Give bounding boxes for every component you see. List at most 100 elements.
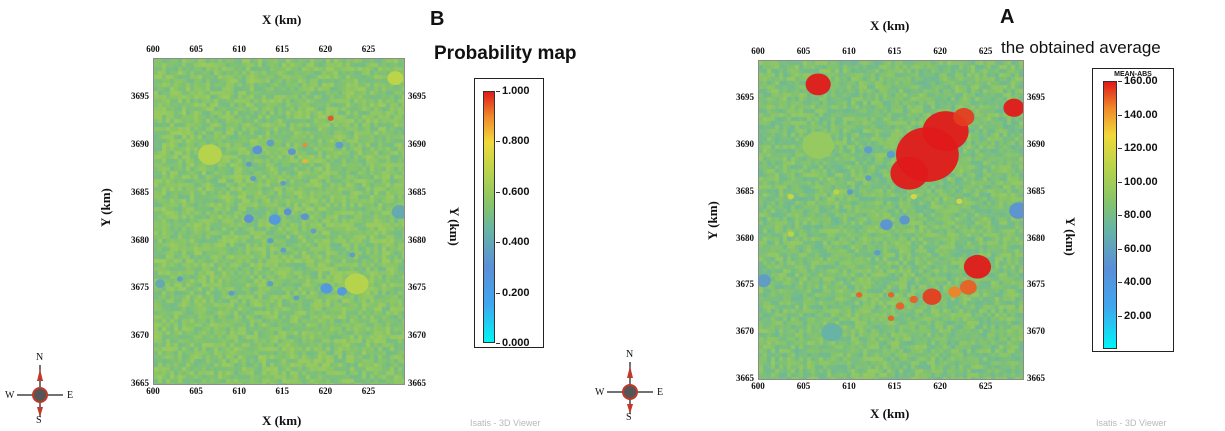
anomaly-patch — [287, 148, 296, 156]
compass-north: N — [36, 352, 44, 363]
anomaly-patch — [953, 108, 975, 127]
anomaly-patch — [963, 254, 992, 279]
anomaly-patch — [155, 279, 165, 288]
y-tick-label-right: 3670 — [1027, 326, 1045, 337]
compass-rose: N S E W — [595, 349, 665, 423]
colorbar-label: 0.600 — [502, 185, 530, 198]
colorbar-tick — [1118, 114, 1122, 116]
colorbar: 1.000 0.800 0.600 0.400 0.200 0.000 — [474, 78, 544, 349]
anomaly-patch — [198, 144, 222, 165]
x-tick-label-bottom: 625 — [361, 386, 376, 396]
x-tick-label-bottom: 615 — [275, 386, 290, 396]
y-tick-label-right: 3670 — [408, 330, 426, 341]
x-tick-label-top: 605 — [796, 46, 811, 56]
colorbar-label: 100.00 — [1124, 175, 1158, 188]
x-tick-label-top: 605 — [189, 44, 203, 54]
x-tick-label-bottom: 620 — [318, 386, 333, 396]
y-tick-label-right: 3690 — [408, 139, 426, 150]
colorbar-label: 0.400 — [502, 236, 530, 249]
colorbar-label: 160.00 — [1124, 75, 1158, 87]
anomaly-patch — [293, 295, 300, 301]
y-tick-label-left: 3670 — [131, 330, 149, 341]
compass-east: E — [67, 390, 74, 401]
anomaly-patch — [922, 288, 942, 305]
colorbar-label: 80.00 — [1124, 209, 1152, 221]
x-tick-label-top: 600 — [751, 46, 765, 56]
x-tick-label-top: 620 — [318, 44, 333, 54]
colorbar-label: 60.00 — [1124, 242, 1152, 255]
anomaly-patch — [250, 175, 257, 182]
anomaly-patch — [320, 283, 333, 294]
y-axis-title-left: Y (km) — [705, 201, 720, 240]
panel-obtained-average: X (km) X (km) Y (km) Y (km) A the obtain… — [595, 0, 1225, 431]
colorbar-gradient — [483, 91, 495, 343]
anomaly-patch — [302, 142, 308, 148]
colorbar-label: 0.800 — [502, 135, 530, 148]
x-tick-label-bottom: 620 — [933, 381, 947, 391]
anomaly-patch — [266, 139, 275, 147]
anomaly-layer — [155, 71, 404, 301]
anomaly-patch — [267, 281, 274, 287]
anomaly-patch — [864, 146, 873, 154]
y-tick-label-left: 3690 — [736, 139, 754, 150]
colorbar-tick — [1118, 148, 1122, 149]
anomaly-patch — [302, 159, 308, 164]
anomaly-patch — [821, 323, 843, 342]
y-tick-label-left: 3675 — [736, 279, 754, 290]
compass-rose: N S E W — [5, 352, 75, 426]
panel-letter: B — [430, 8, 445, 30]
anomaly-patch — [874, 250, 881, 256]
x-axis-title-bottom: X (km) — [262, 413, 302, 428]
panel-probability-map: X (km) X (km) Y (km) Y (km) B Probabilit… — [0, 0, 612, 431]
anomaly-layer — [759, 73, 1023, 342]
colorbar-tick — [1118, 248, 1122, 250]
y-tick-label-right: 3680 — [1027, 232, 1045, 243]
anomaly-patch — [787, 193, 795, 200]
compass-south: S — [36, 415, 42, 426]
y-axis-title-right: Y (km) — [1063, 217, 1078, 256]
heatmap-area — [758, 60, 1024, 380]
y-tick-label-right: 3675 — [408, 282, 426, 293]
anomaly-patch — [787, 231, 795, 237]
anomaly-patch — [280, 247, 287, 253]
compass-west: W — [5, 390, 15, 401]
colorbar-tick — [1118, 81, 1122, 82]
compass-icon — [607, 362, 653, 414]
y-tick-label-left: 3665 — [736, 373, 754, 383]
anomaly-patch — [846, 189, 854, 195]
x-tick-label-top: 610 — [842, 46, 856, 56]
anomaly-patch — [909, 295, 918, 304]
heatmap-area — [153, 58, 405, 385]
anomaly-patch — [802, 131, 834, 159]
anomaly-patch — [865, 175, 872, 181]
x-axis-title-bottom: X (km) — [870, 406, 910, 421]
colorbar-tick — [496, 343, 500, 344]
anomaly-patch — [1009, 202, 1023, 219]
anomaly-patch — [833, 189, 840, 195]
anomaly-patch — [283, 208, 292, 216]
y-tick-label-right: 3665 — [1027, 373, 1045, 383]
x-tick-label-bottom: 625 — [978, 381, 993, 391]
anomaly-patch — [887, 315, 895, 321]
compass-west: W — [595, 387, 605, 398]
colorbar-gradient — [1103, 81, 1117, 349]
watermark: Isatis - 3D Viewer — [1096, 418, 1167, 428]
x-tick-label-bottom: 605 — [796, 381, 811, 391]
y-tick-label-left: 3675 — [131, 282, 149, 293]
x-tick-label-top: 615 — [275, 44, 290, 54]
x-tick-label-bottom: 600 — [751, 381, 765, 391]
x-tick-label-bottom: 605 — [189, 386, 203, 396]
y-tick-label-left: 3670 — [736, 326, 754, 337]
colorbar-tick — [1118, 282, 1122, 283]
y-tick-label-left: 3680 — [131, 234, 149, 245]
x-tick-label-top: 610 — [232, 44, 246, 54]
colorbar-tick — [496, 191, 500, 193]
y-tick-label-right: 3665 — [408, 378, 426, 388]
x-tick-label-top: 615 — [887, 46, 902, 56]
anomaly-patch — [245, 161, 252, 167]
anomaly-patch — [300, 213, 309, 221]
colorbar-label: 120.00 — [1124, 142, 1158, 154]
anomaly-patch — [1003, 98, 1023, 117]
y-tick-label-left: 3685 — [131, 186, 149, 197]
anomaly-patch — [960, 280, 977, 295]
